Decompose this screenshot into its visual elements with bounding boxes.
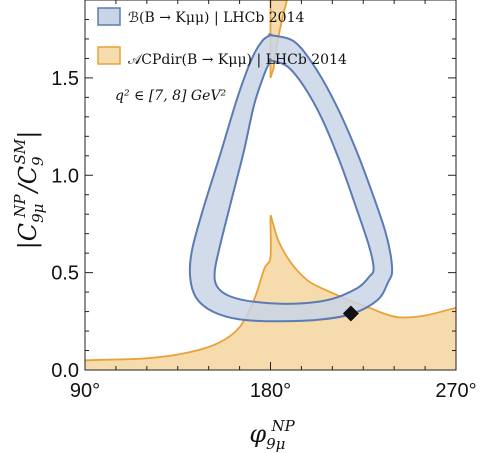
- x-tick-label: 90°: [70, 380, 100, 402]
- plot-data-layer: [85, 0, 456, 370]
- svg-text:|C9μNP/C9SM|: |C9μNP/C9SM|: [11, 131, 47, 250]
- q2-range-note: q² ∈ [7, 8] GeV²: [115, 88, 227, 104]
- x-tick-label: 180°: [250, 380, 291, 402]
- legend-swatch-branching: [97, 7, 121, 26]
- y-tick-label: 0.5: [51, 263, 79, 285]
- y-tick-label: 0.0: [51, 360, 79, 382]
- cp-asymmetry-boundary: [85, 214, 456, 362]
- cp-asymmetry-region: [85, 215, 456, 370]
- legend-label-branching: ℬ(B → Kμμ) | LHCb 2014: [128, 10, 304, 26]
- branching-ratio-band: [189, 34, 393, 322]
- branching-ratio-inner-edge: [213, 58, 375, 305]
- best-fit-marker: [342, 305, 359, 322]
- legend-label-cp-asymmetry: 𝒜CPdir(B → Kμμ) | LHCb 2014: [128, 52, 347, 68]
- y-axis-label: |C9μNP/C9SM|: [11, 131, 47, 250]
- legend: ℬ(B → Kμμ) | LHCb 2014 𝒜CPdir(B → Kμμ) |…: [97, 7, 347, 104]
- x-axis-label: φ9μNP: [249, 417, 295, 453]
- axis-ticks: 90° 180° 270° 0.0 0.5 1.0 1.5: [51, 0, 477, 402]
- legend-swatch-cp-asymmetry: [97, 46, 121, 65]
- y-tick-label: 1.5: [51, 68, 79, 90]
- branching-ratio-outer-edge: [188, 33, 394, 323]
- x-tick-label: 270°: [435, 380, 476, 402]
- y-tick-label: 1.0: [51, 165, 79, 187]
